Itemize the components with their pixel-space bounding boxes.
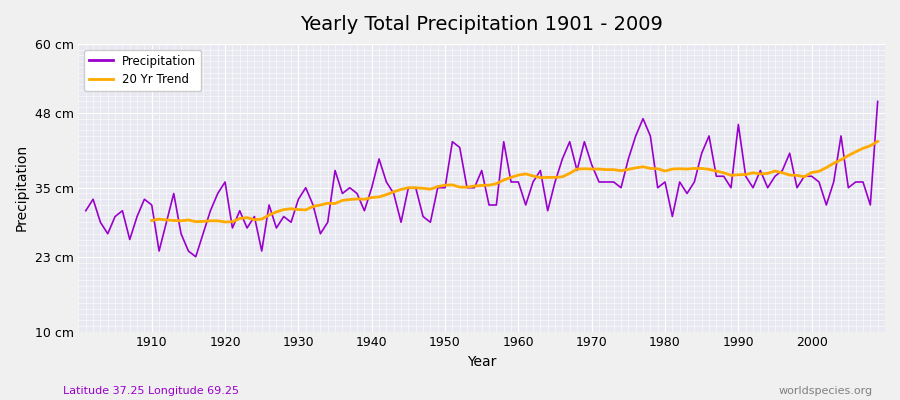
Y-axis label: Precipitation: Precipitation xyxy=(15,144,29,231)
Text: Latitude 37.25 Longitude 69.25: Latitude 37.25 Longitude 69.25 xyxy=(63,386,239,396)
Title: Yearly Total Precipitation 1901 - 2009: Yearly Total Precipitation 1901 - 2009 xyxy=(301,15,663,34)
Text: worldspecies.org: worldspecies.org xyxy=(778,386,873,396)
X-axis label: Year: Year xyxy=(467,355,497,369)
Legend: Precipitation, 20 Yr Trend: Precipitation, 20 Yr Trend xyxy=(85,50,201,91)
